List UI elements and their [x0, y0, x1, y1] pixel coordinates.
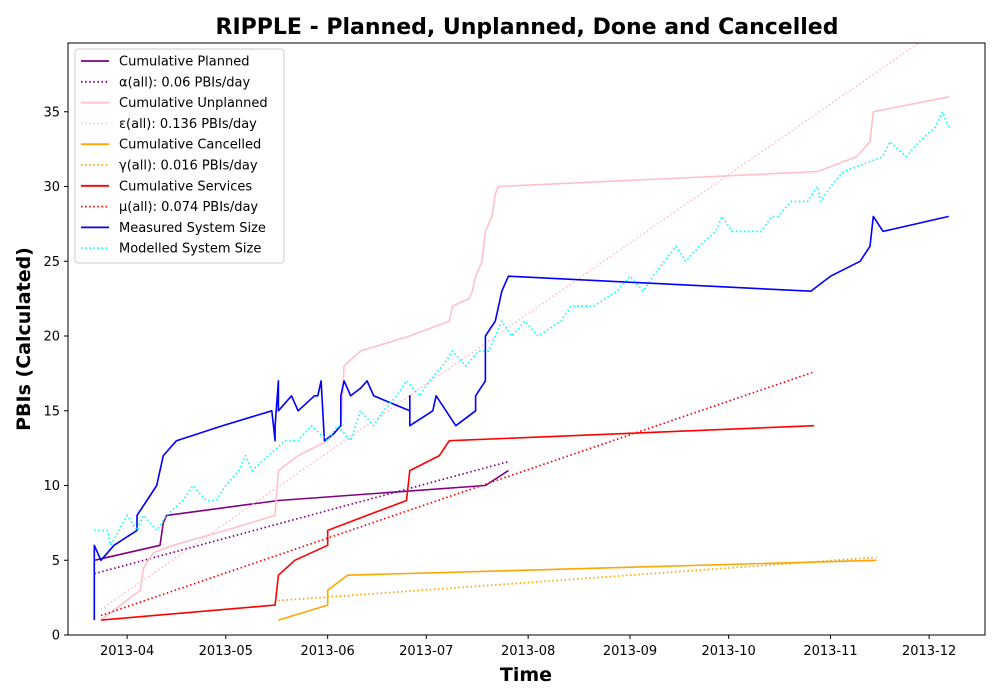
y-tick-label: 20	[43, 330, 60, 345]
legend-entry-cumulative-unplanned: Cumulative Unplanned	[119, 96, 268, 111]
series-line-all-0-074-pbis-day	[100, 371, 815, 617]
y-tick-label: 15	[43, 404, 60, 419]
x-axis: 2013-04 2013-05 2013-06 2013-07 2013-08 2013-…	[100, 635, 956, 659]
x-tick-label: 2013-06	[300, 644, 354, 659]
x-axis-label: Time	[500, 664, 552, 686]
plot-area	[93, 43, 950, 621]
series-line-cumulative-planned	[94, 469, 509, 562]
series-line-cumulative-services	[100, 424, 815, 621]
legend-entry-all-0-074-pbis-day: μ(all): 0.074 PBIs/day	[119, 200, 258, 215]
y-tick-label: 0	[52, 629, 60, 644]
x-tick-label: 2013-09	[603, 644, 657, 659]
series-line-cumulative-unplanned	[100, 96, 949, 621]
x-tick-label: 2013-12	[902, 644, 956, 659]
x-tick-label: 2013-05	[199, 644, 253, 659]
legend: Cumulative Planned α(all): 0.06 PBIs/day C…	[74, 48, 285, 264]
x-tick-label: 2013-08	[501, 644, 555, 659]
x-tick-label: 2013-04	[100, 644, 154, 659]
y-axis-label: PBIs (Calculated)	[13, 247, 35, 431]
legend-entry-cumulative-cancelled: Cumulative Cancelled	[119, 138, 261, 153]
legend-entry-all-0-06-pbis-day: α(all): 0.06 PBIs/day	[119, 75, 250, 90]
x-tick-label: 2013-10	[701, 644, 755, 659]
series-line-cumulative-cancelled	[278, 559, 877, 621]
y-tick-label: 10	[43, 479, 60, 494]
plot-frame	[67, 42, 986, 636]
legend-entry-all-0-136-pbis-day: ε(all): 0.136 PBIs/day	[119, 117, 257, 132]
y-tick-label: 30	[43, 180, 60, 195]
chart-title: RIPPLE - Planned, Unplanned, Done and Ca…	[216, 15, 839, 40]
legend-entry-measured-system-size: Measured System Size	[119, 221, 266, 236]
series-line-measured-system-size	[93, 215, 949, 621]
y-tick-label: 5	[52, 554, 60, 569]
legend-entry-modelled-system-size: Modelled System Size	[119, 242, 261, 257]
x-tick-label: 2013-11	[803, 644, 857, 659]
legend-entry-all-0-016-pbis-day: γ(all): 0.016 PBIs/day	[119, 159, 258, 174]
y-tick-label: 35	[43, 105, 60, 120]
series-line-all-0-06-pbis-day	[94, 460, 509, 575]
y-tick-label: 25	[43, 255, 60, 270]
legend-entry-cumulative-services: Cumulative Services	[119, 179, 252, 194]
legend-entry-cumulative-planned: Cumulative Planned	[119, 55, 249, 70]
x-tick-label: 2013-07	[399, 644, 453, 659]
series-line-all-0-016-pbis-day	[278, 556, 877, 602]
legend-box	[74, 48, 285, 264]
series-line-modelled-system-size	[94, 110, 950, 547]
y-axis: 0 5 10 15 20 25 30 35	[43, 105, 68, 644]
